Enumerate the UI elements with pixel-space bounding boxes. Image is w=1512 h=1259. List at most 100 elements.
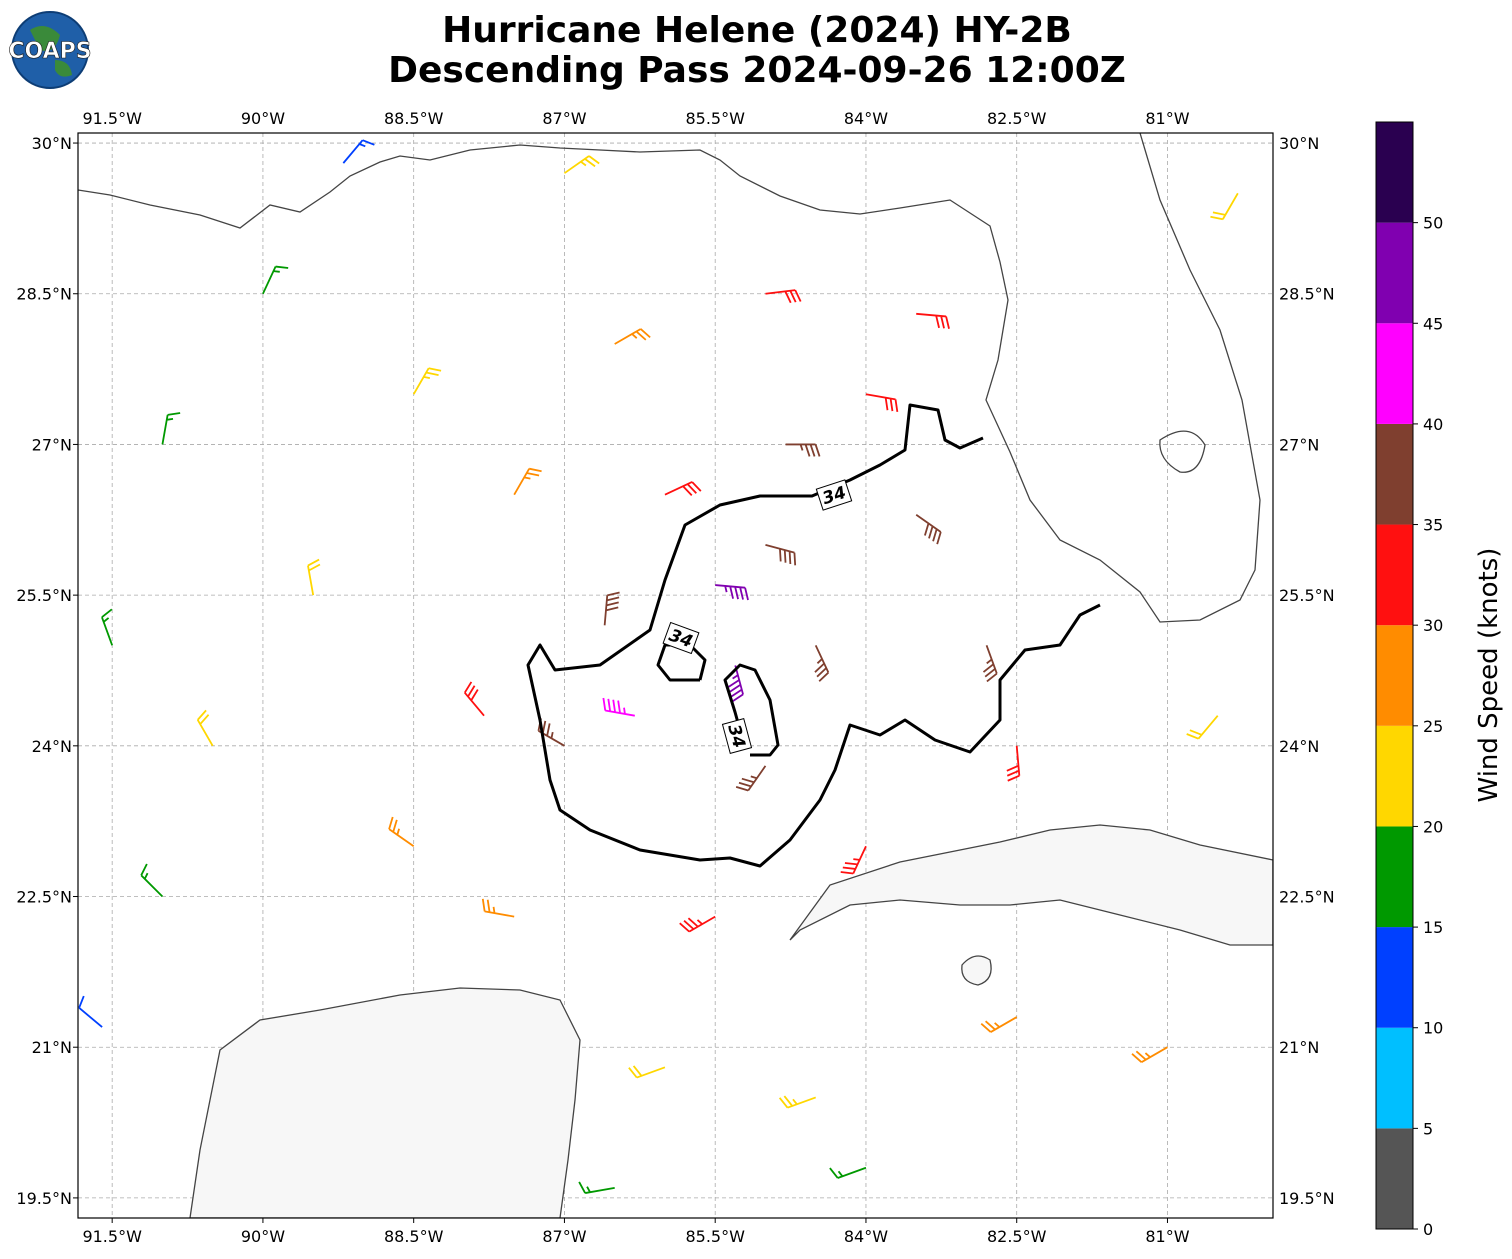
lon-tick-label: 85.5°W [685,1227,745,1246]
lon-tick-label: 84°W [844,109,888,128]
axes: 91.5°W 91.5°W 90°W 90°W 88.5°W 88.5°W 87°W 87°W… [16,109,1334,1246]
wind-barb [1131,1046,1168,1063]
lon-tick-label: 91.5°W [82,1227,142,1246]
lon-tick-label: 85.5°W [685,109,745,128]
wind-barb [679,915,716,933]
wind-barb [865,393,899,413]
wind-barb [916,312,950,329]
wind-barb [463,681,485,717]
contour-label-box [815,479,853,511]
lat-tick-label: 19.5°N [16,1189,72,1208]
colorbar-segment [1376,524,1413,626]
wind-barbs [78,139,1239,1194]
colorbar-tick-label: 45 [1423,314,1443,333]
wind-barb [614,328,651,345]
lon-tick-label: 90°W [241,1227,285,1246]
lat-tick-label: 24°N [1279,737,1319,756]
lon-tick-label: 88.5°W [384,109,444,128]
wind-barb [840,845,867,875]
colorbar: 0 5 10 15 20 25 30 35 40 45 50 [1375,121,1443,1239]
colorbar-tick-label: 35 [1423,516,1443,535]
colorbar-tick-label: 5 [1423,1119,1433,1138]
lat-tick-label: 25.5°N [1279,586,1335,605]
wind-barb [980,1016,1018,1033]
wind-barb [563,155,600,174]
title-line: Descending Pass 2024-09-26 12:00Z [388,50,1126,91]
wind-barb [785,443,821,457]
colorbar-frame [1375,121,1414,1230]
lat-tick-label: 30°N [1279,134,1319,153]
lat-tick-label: 22.5°N [1279,888,1335,907]
island [961,955,992,986]
wind-barb [412,367,442,395]
wind-barb [513,467,542,496]
wind-barb [829,1166,867,1179]
colorbar-segment [1376,323,1413,424]
colorbar-segment [1376,122,1413,223]
lat-tick-label: 28.5°N [16,285,72,304]
colorbar-segment [1376,1128,1413,1229]
wind-barb [814,644,830,682]
colorbar-segment [1376,423,1413,525]
lon-tick-label: 87°W [542,109,586,128]
coastlines [78,133,1273,1218]
colorbar-tick-label: 25 [1423,717,1443,736]
lat-tick-label: 21°N [32,1038,72,1057]
lat-tick-label: 27°N [32,435,72,454]
wind-barb [342,139,375,164]
wind-barb [982,645,998,683]
wind-barb [196,709,214,747]
colorbar-tick-label: 30 [1423,616,1443,635]
lon-tick-label: 91.5°W [82,109,142,128]
lat-tick-label: 21°N [1279,1038,1319,1057]
lat-tick-label: 24°N [32,737,72,756]
lon-tick-label: 84°W [844,1227,888,1246]
wind-barb [735,765,767,792]
contour-label-box [662,621,700,655]
colorbar-segment [1376,927,1413,1028]
colorbar-tick-label: 0 [1423,1220,1433,1239]
coastline [78,133,1261,623]
colorbar-segment [1376,725,1413,827]
wind-barb [602,697,635,717]
wind-barb [481,898,515,918]
lon-tick-label: 82.5°W [987,1227,1047,1246]
wind-barb [603,591,620,626]
logo-text: COAPS [8,39,91,64]
wind-barb [765,544,797,566]
lon-tick-label: 81°W [1145,109,1189,128]
peninsula [189,987,581,1218]
colorbar-tick-label: 40 [1423,415,1443,434]
colorbar-tick-label: 50 [1423,214,1443,233]
colorbar-tick-label: 10 [1423,1019,1443,1038]
colorbar-segment [1376,1027,1413,1129]
colorbar-tick-label: 15 [1423,918,1443,937]
logo: COAPS [8,11,92,89]
colorbar-segment [1376,222,1413,324]
logo-land [30,26,72,77]
wind-barb [140,863,164,898]
lat-tick-label: 30°N [32,134,72,153]
lat-tick-label: 22.5°N [16,888,72,907]
colorbar-segment [1376,625,1413,726]
wind-barb [715,584,749,601]
wind-barb [578,1181,615,1194]
contour-line [723,663,780,757]
colorbar-label: Wind Speed (knots) [1474,548,1504,803]
title-line: Hurricane Helene (2024) HY-2B [442,10,1072,51]
lon-tick-label: 81°W [1145,1227,1189,1246]
wind-barb [915,514,942,545]
wind-barb [664,481,702,497]
lat-tick-label: 19.5°N [1279,1189,1335,1208]
lat-tick-label: 25.5°N [16,586,72,605]
island [789,824,1273,946]
wind-barb [628,1065,666,1079]
wind-barb [101,608,114,646]
contour-line [656,643,707,682]
contour-34kt: 34 34 34 [526,403,1101,868]
lon-tick-label: 90°W [241,109,285,128]
lon-tick-label: 87°W [542,1227,586,1246]
lake [1159,430,1206,473]
